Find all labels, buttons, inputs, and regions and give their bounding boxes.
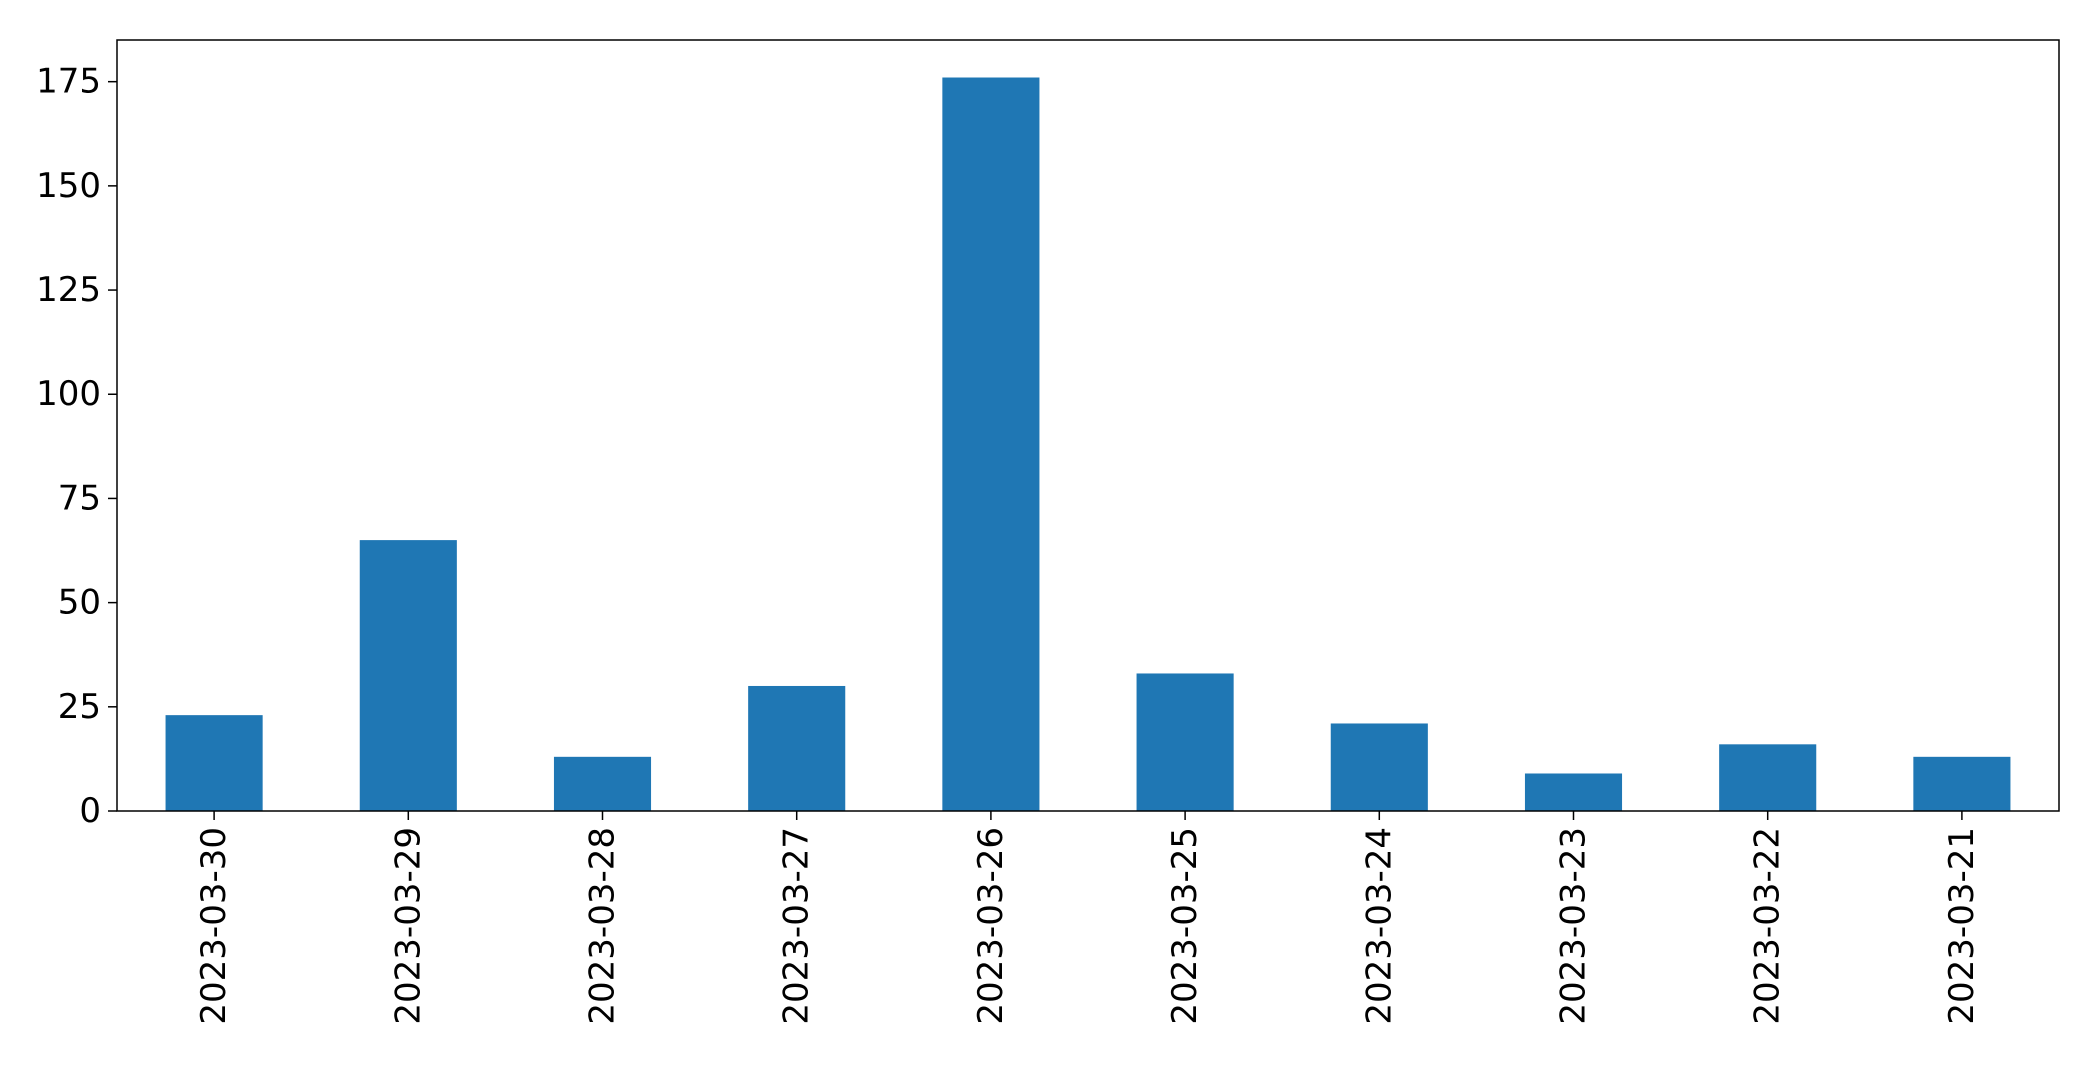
y-tick-label: 100 bbox=[36, 374, 101, 414]
bar-2023-03-26 bbox=[942, 77, 1040, 811]
x-tick-label: 2023-03-28 bbox=[583, 827, 623, 1025]
x-tick-label: 2023-03-21 bbox=[1942, 827, 1982, 1025]
y-tick-label: 125 bbox=[36, 270, 101, 310]
bar-2023-03-24 bbox=[1330, 723, 1428, 811]
x-tick-label: 2023-03-26 bbox=[971, 827, 1011, 1025]
x-tick-label: 2023-03-24 bbox=[1359, 827, 1399, 1025]
y-tick-label: 0 bbox=[79, 791, 101, 831]
x-tick-label: 2023-03-22 bbox=[1748, 827, 1788, 1025]
x-tick-label: 2023-03-29 bbox=[388, 827, 428, 1025]
y-tick-label: 150 bbox=[36, 166, 101, 206]
bars-layer bbox=[165, 77, 2011, 811]
bar-2023-03-29 bbox=[359, 540, 457, 811]
bar-2023-03-22 bbox=[1719, 744, 1817, 811]
x-axis: 2023-03-30 2023-03-29 2023-03-28 2023-03-27… bbox=[194, 811, 1982, 1025]
x-tick-label: 2023-03-25 bbox=[1165, 827, 1205, 1025]
y-tick-label: 50 bbox=[58, 583, 101, 623]
bar-2023-03-27 bbox=[748, 685, 846, 811]
bar-2023-03-25 bbox=[1136, 673, 1234, 811]
bar-2023-03-28 bbox=[553, 756, 652, 811]
bar-2023-03-30 bbox=[165, 715, 263, 811]
y-tick-label: 75 bbox=[58, 478, 101, 518]
x-tick-label: 2023-03-23 bbox=[1554, 827, 1594, 1025]
bar-2023-03-23 bbox=[1524, 773, 1623, 811]
plot-frame bbox=[116, 39, 2060, 812]
bar-2023-03-21 bbox=[1913, 756, 2011, 811]
y-tick-label: 25 bbox=[58, 687, 101, 727]
y-tick-label: 175 bbox=[36, 62, 101, 102]
x-tick-label: 2023-03-30 bbox=[194, 827, 234, 1025]
y-axis: 0 25 50 75 100 125 150 175 bbox=[36, 62, 117, 831]
x-tick-label: 2023-03-27 bbox=[777, 827, 817, 1025]
